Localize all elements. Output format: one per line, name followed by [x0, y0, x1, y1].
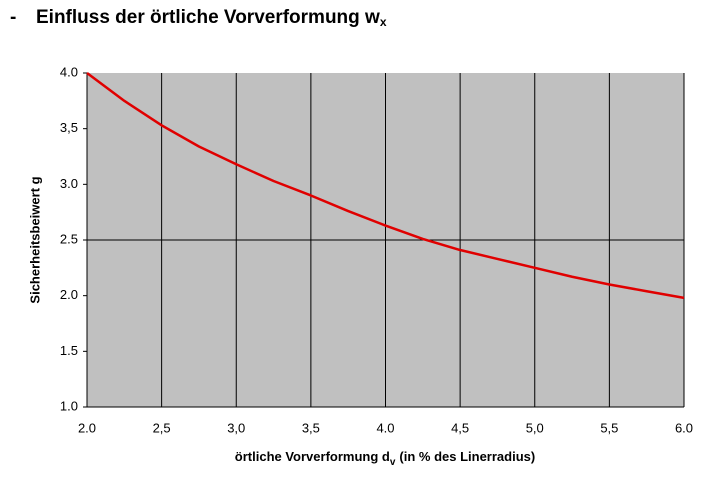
x-tick-label: 3,0	[227, 420, 245, 435]
y-tick-label: 2.0	[60, 287, 78, 302]
title-text: Einfluss der örtliche Vorverformung w	[36, 7, 380, 28]
x-tick-label: 2,5	[153, 420, 171, 435]
y-tick-label: 1.5	[60, 343, 78, 358]
x-axis-label: örtliche Vorverformung dv (in % des Liner…	[235, 449, 535, 467]
y-tick-label: 3,5	[60, 120, 78, 135]
data-line	[86, 71, 685, 300]
chart-title: Einfluss der örtliche Vorverformung wx	[36, 7, 387, 29]
x-label-suffix: (in % des Linerradius)	[399, 449, 535, 464]
y-tick-label: 2.5	[60, 231, 78, 246]
x-tick-label: 5,5	[600, 420, 618, 435]
x-tick-label: 3,5	[302, 420, 320, 435]
title-marker: -	[10, 7, 16, 28]
y-tick-label: 4.0	[60, 64, 78, 79]
x-tick-label: 5,0	[526, 420, 544, 435]
y-tick-label: 1.0	[60, 398, 78, 413]
title-subscript: x	[380, 15, 387, 29]
x-label-subscript: v	[390, 457, 396, 468]
x-tick-label: 6.0	[675, 420, 693, 435]
x-tick-label: 4.0	[376, 420, 394, 435]
y-tick-label: 3.0	[60, 176, 78, 191]
x-label-text: örtliche Vorverformung d	[235, 449, 390, 464]
x-tick-label: 2.0	[78, 420, 96, 435]
y-axis-label: Sicherheitsbeiwert g	[27, 176, 42, 303]
x-tick-label: 4,5	[451, 420, 469, 435]
